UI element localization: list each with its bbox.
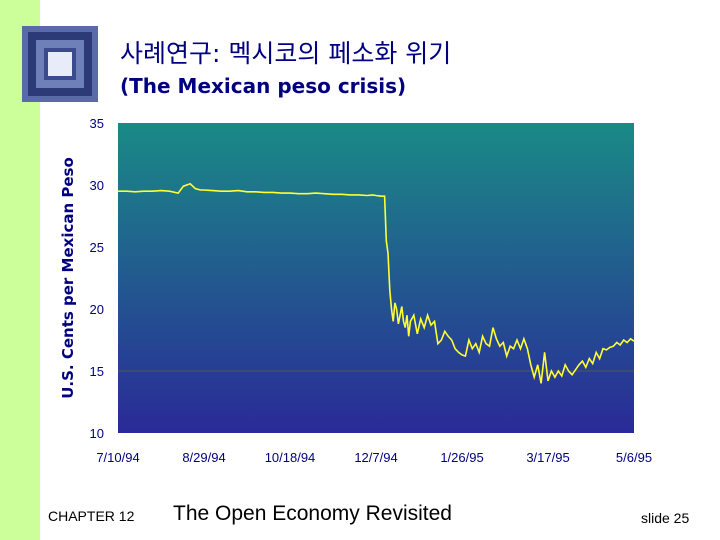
footer-course-title: The Open Economy Revisited (173, 502, 452, 525)
y-tick-label: 25 (90, 240, 104, 255)
slide-title: 사례연구: 멕시코의 페소화 위기 (120, 39, 452, 68)
x-tick-label: 1/26/95 (440, 450, 483, 465)
plot-area (118, 123, 634, 433)
y-tick-label: 35 (90, 116, 104, 131)
x-tick-label: 3/17/95 (526, 450, 569, 465)
slide-subtitle: (The Mexican peso crisis) (120, 74, 407, 98)
y-axis-label: U.S. Cents per Mexican Peso (59, 157, 77, 399)
y-tick-label: 20 (90, 302, 104, 317)
slide-logo-icon (22, 26, 98, 102)
x-tick-label: 10/18/94 (265, 450, 316, 465)
x-tick-label: 12/7/94 (354, 450, 397, 465)
y-tick-label: 30 (90, 178, 104, 193)
x-tick-label: 7/10/94 (96, 450, 139, 465)
footer-slide-number: slide 25 (641, 510, 690, 526)
y-tick-label: 10 (90, 426, 104, 441)
series-line-peso (118, 182, 635, 384)
footer-chapter: CHAPTER 12 (48, 508, 135, 524)
y-tick-label: 15 (90, 364, 104, 379)
x-tick-label: 8/29/94 (182, 450, 225, 465)
x-tick-label: 5/6/95 (616, 450, 652, 465)
